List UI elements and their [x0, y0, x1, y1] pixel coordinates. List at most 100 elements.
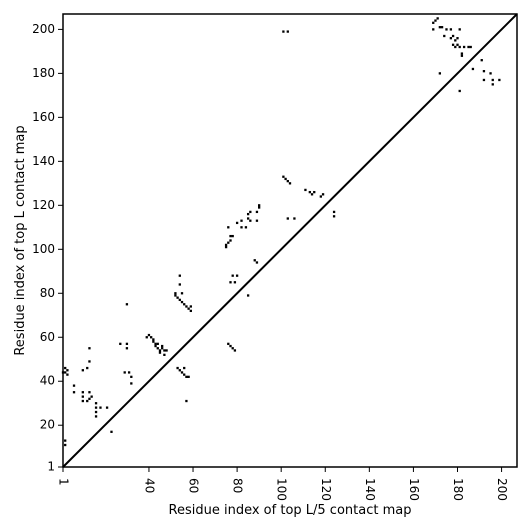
contact-point	[458, 28, 461, 31]
y-tick-label: 20	[40, 418, 55, 432]
y-tick-label: 80	[40, 286, 55, 300]
contact-point	[227, 226, 230, 229]
y-tick-label: 140	[32, 154, 55, 168]
contact-point	[449, 37, 453, 40]
contact-point	[72, 391, 76, 394]
contact-point	[489, 72, 492, 75]
contact-point	[161, 344, 164, 348]
x-axis-ticks: 1 40 60 80 100 120 140 160 180 200	[57, 467, 509, 501]
contact-point	[456, 37, 459, 40]
contact-point	[462, 45, 466, 49]
contact-point	[125, 303, 129, 306]
contact-point	[86, 399, 89, 403]
contact-point	[235, 274, 239, 277]
contact-point	[158, 349, 162, 352]
x-axis-label: Residue index of top L/5 contact map	[169, 503, 412, 518]
contact-point	[64, 439, 67, 442]
contact-point	[443, 34, 446, 38]
contact-point	[432, 28, 435, 31]
contact-point	[180, 371, 184, 374]
contact-point	[189, 305, 192, 308]
contact-point	[152, 338, 155, 341]
diagonal-line	[62, 13, 518, 468]
contact-point	[240, 219, 243, 222]
contact-point	[94, 410, 98, 414]
contact-point	[456, 43, 459, 46]
contact-point	[152, 340, 155, 343]
contact-point	[436, 17, 439, 20]
contact-point	[163, 349, 166, 352]
contact-point	[130, 375, 133, 378]
contact-point	[81, 391, 84, 394]
contact-point	[178, 274, 181, 277]
contact-point	[332, 215, 336, 218]
contact-point	[258, 204, 261, 207]
contact-point	[249, 210, 252, 214]
contact-point	[480, 59, 483, 62]
contact-point	[88, 391, 91, 394]
contact-point	[81, 399, 84, 403]
contact-point	[286, 30, 289, 33]
contact-point	[165, 349, 168, 352]
contact-point	[313, 190, 316, 194]
contact-point	[432, 21, 435, 24]
contact-point	[224, 245, 228, 249]
y-tick-label: 160	[32, 110, 55, 124]
contact-point	[310, 193, 314, 196]
contact-point	[229, 281, 232, 284]
contact-point	[183, 366, 186, 370]
x-tick-label: 200	[495, 478, 509, 501]
contact-point	[491, 83, 494, 86]
contact-point	[185, 375, 188, 378]
contact-point	[308, 190, 311, 194]
contact-point	[161, 347, 164, 350]
contact-point	[471, 67, 475, 71]
contact-point	[64, 366, 67, 370]
contact-point	[231, 274, 234, 277]
contact-point	[185, 305, 188, 308]
y-tick-label: 180	[32, 66, 55, 80]
contact-point	[235, 221, 239, 225]
contact-point	[150, 336, 153, 339]
contact-point	[180, 292, 184, 295]
contact-point	[180, 300, 184, 304]
contact-point	[224, 243, 228, 247]
contact-point	[64, 371, 67, 374]
contact-point	[458, 45, 461, 49]
x-tick-label: 140	[363, 478, 377, 501]
contact-point	[154, 342, 157, 345]
contact-point	[233, 349, 237, 352]
contact-point	[125, 347, 129, 350]
contact-point	[482, 70, 486, 73]
contact-point	[86, 366, 89, 370]
y-tick-label: 60	[40, 330, 55, 344]
contact-point	[438, 72, 442, 75]
contact-point	[445, 28, 448, 31]
contact-point	[284, 177, 287, 181]
contact-point	[130, 382, 133, 385]
y-tick-label: 40	[40, 374, 55, 388]
contact-point	[185, 399, 188, 403]
contact-point	[460, 54, 464, 57]
contact-point	[321, 193, 325, 196]
contact-point	[482, 78, 486, 82]
contact-point	[88, 360, 91, 363]
contact-point	[178, 369, 181, 372]
contact-point	[66, 369, 69, 372]
contact-point	[246, 212, 250, 216]
contact-point	[240, 226, 243, 229]
contact-point	[246, 294, 250, 297]
contact-point	[174, 292, 177, 295]
contact-point	[454, 39, 457, 42]
contact-point	[467, 45, 470, 49]
contact-point	[434, 19, 437, 22]
contact-point	[440, 26, 444, 29]
contact-point	[66, 373, 69, 376]
contact-point	[81, 369, 84, 372]
y-tick-label: 200	[32, 22, 55, 36]
x-tick-label: 180	[451, 478, 465, 501]
contact-point	[88, 397, 91, 400]
contact-point	[246, 217, 250, 220]
